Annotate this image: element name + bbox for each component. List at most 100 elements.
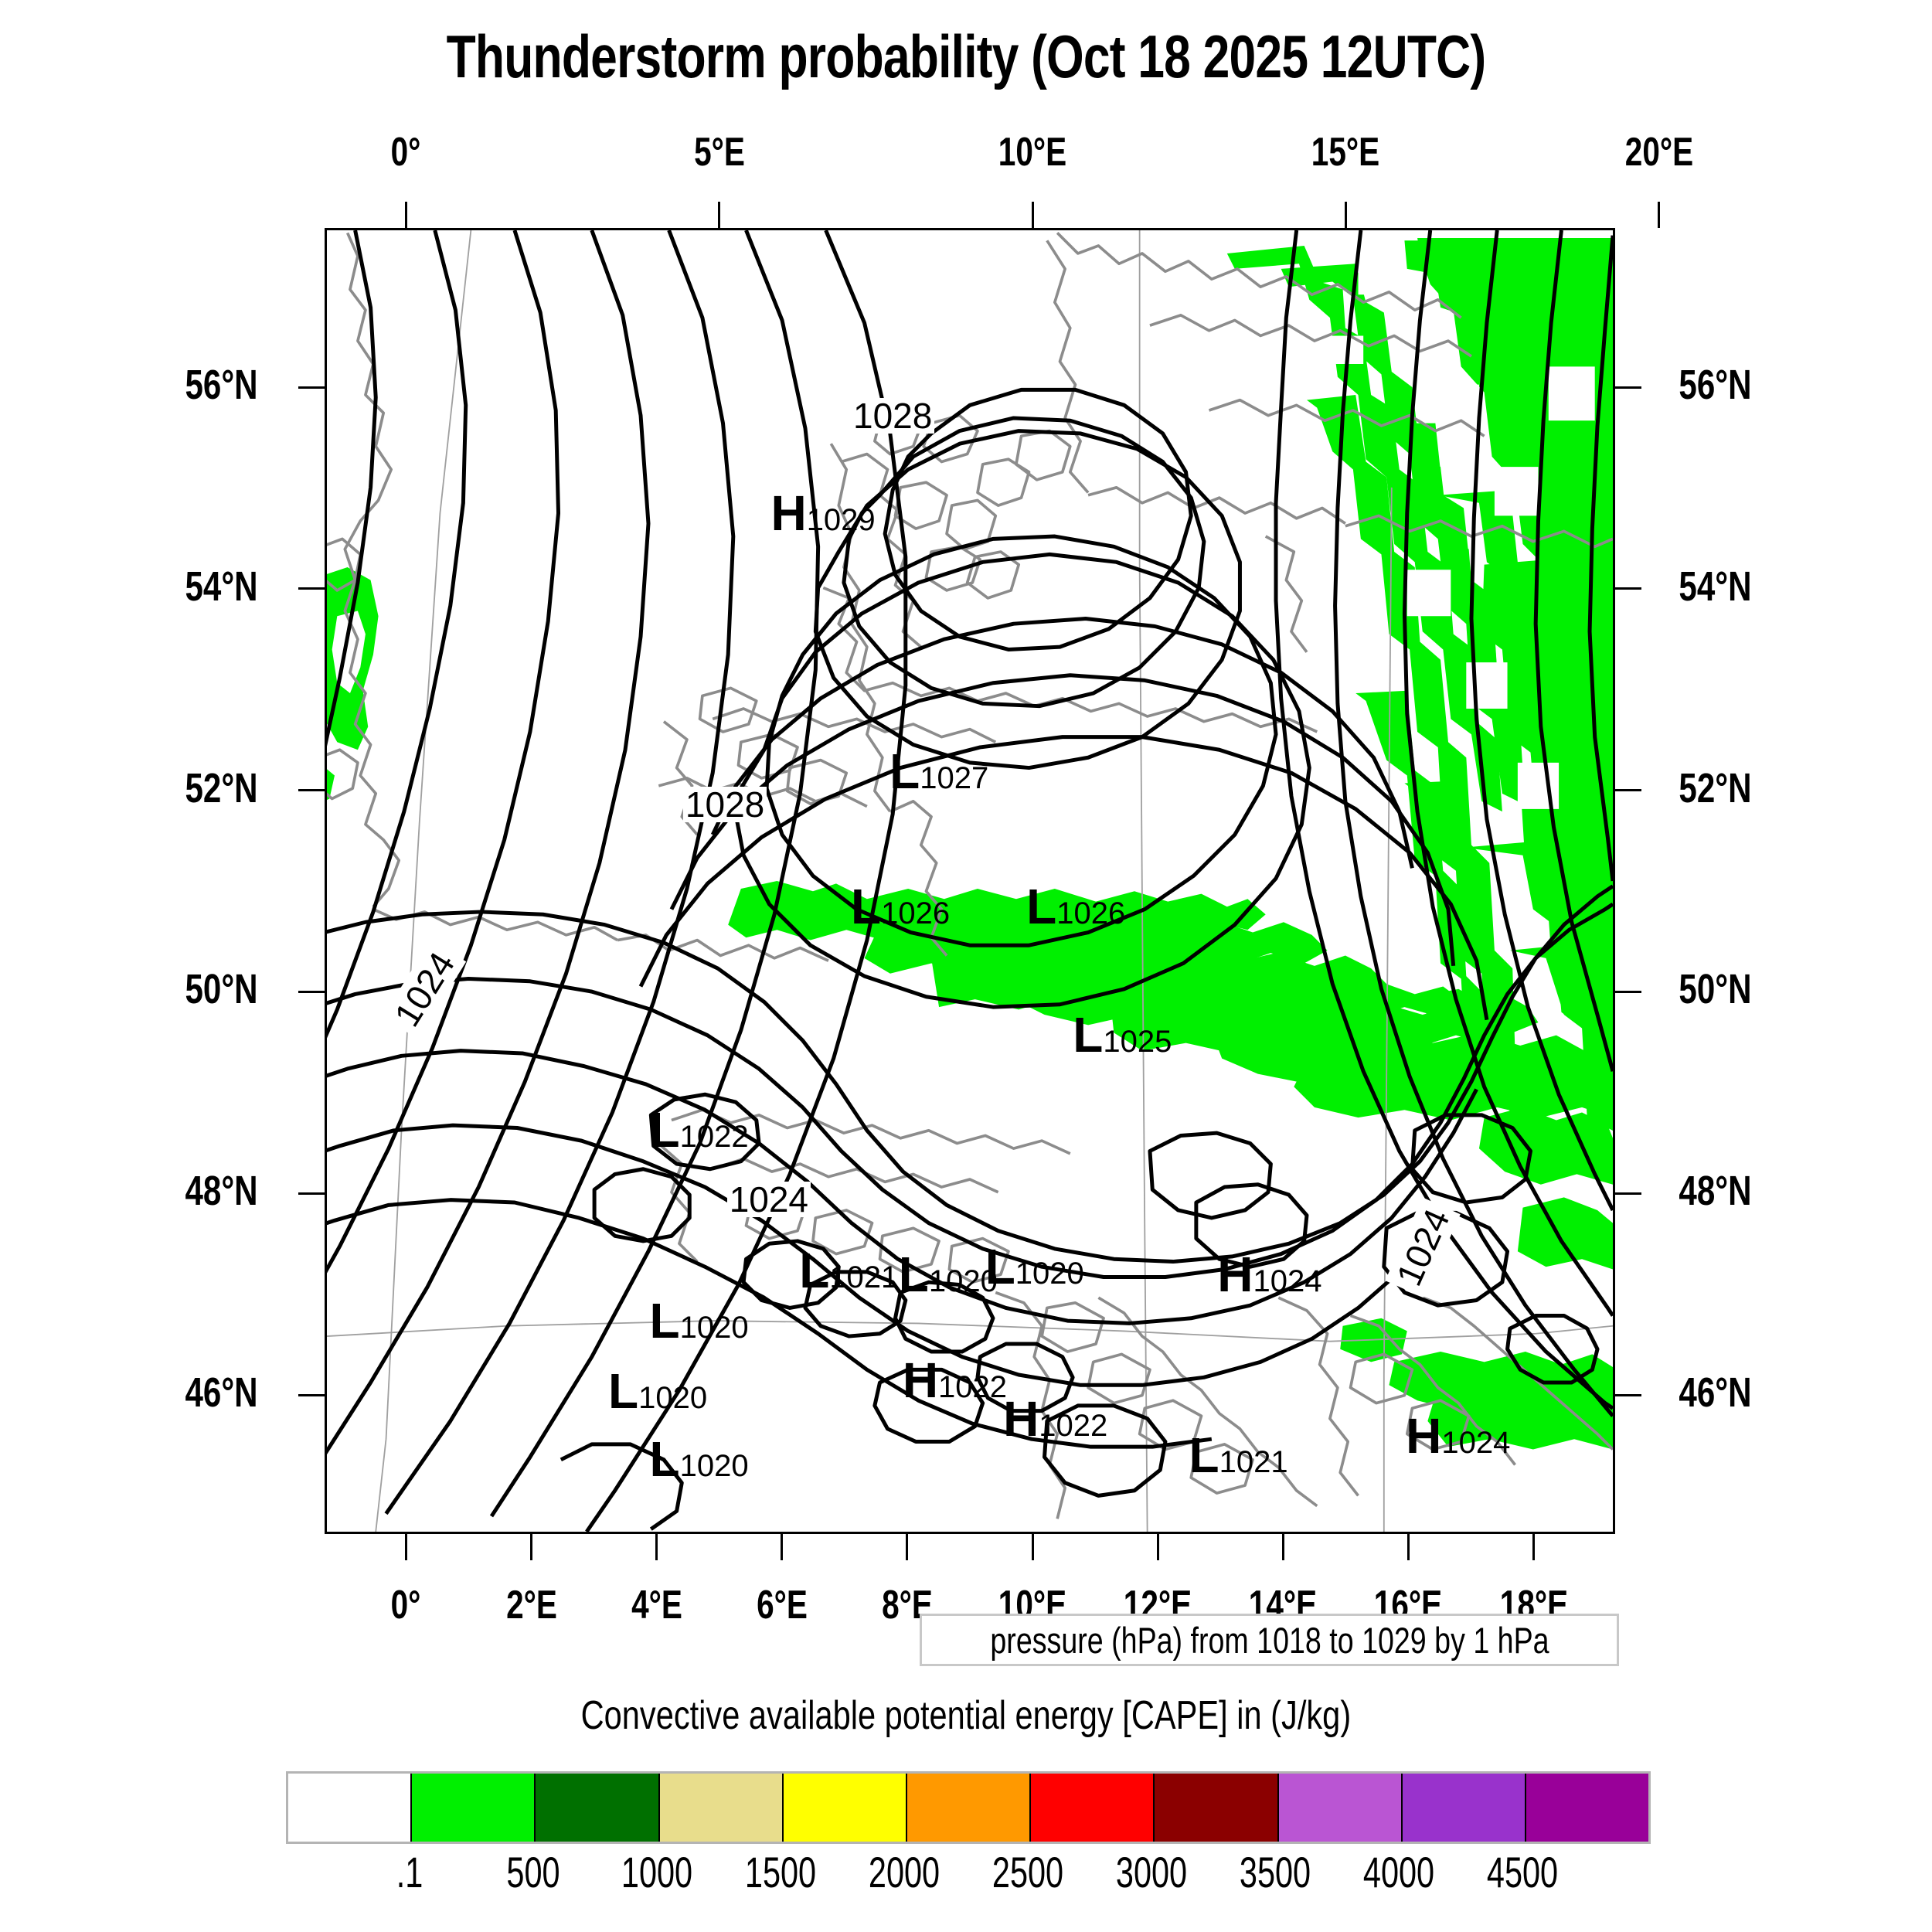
pressure-centre-value: 1025 (1103, 1024, 1172, 1059)
tick-mark-bottom-3 (781, 1534, 784, 1560)
pressure-centre-value: 1022 (938, 1370, 1008, 1405)
pressure-contour-caption: pressure (hPa) from 1018 to 1029 by 1 hP… (920, 1614, 1619, 1666)
axis-label-right-2: 52°N (1679, 764, 1752, 811)
pressure-centre-value: 1020 (1015, 1257, 1084, 1291)
colorbar-band-9 (1400, 1774, 1525, 1842)
colorbar-band-2 (534, 1774, 658, 1842)
axis-label-top-3: 15°E (1311, 130, 1380, 175)
tick-mark-left-0 (298, 386, 325, 389)
axis-label-top-1: 5°E (693, 130, 745, 175)
axis-label-left-4: 48°N (185, 1168, 258, 1215)
pressure-centre-value: 1020 (638, 1380, 708, 1415)
tick-mark-right-0 (1615, 386, 1641, 389)
axis-label-right-4: 48°N (1679, 1168, 1752, 1215)
axis-label-top-2: 10°E (998, 130, 1067, 175)
colorbar-tick-2500: 2500 (992, 1848, 1064, 1896)
pressure-centre-value: 1026 (1056, 896, 1126, 931)
tick-mark-top-1 (718, 202, 721, 228)
low-pressure-centre-1026-4: L1026 (1026, 882, 1125, 931)
colorbar-tick-.1: .1 (396, 1848, 423, 1896)
tick-mark-bottom-5 (1031, 1534, 1034, 1560)
pressure-centre-symbol: H (1217, 1247, 1253, 1303)
axis-label-bottom-2: 4°E (631, 1583, 682, 1628)
tick-mark-left-2 (298, 789, 325, 792)
axis-label-right-1: 54°N (1679, 563, 1752, 610)
colorbar-band-8 (1277, 1774, 1401, 1842)
pressure-centre-symbol: L (985, 1239, 1015, 1295)
low-pressure-centre-1021-14: L1021 (1189, 1430, 1288, 1480)
pressure-centre-symbol: H (770, 485, 807, 541)
pressure-centre-value: 1029 (806, 502, 876, 537)
tick-mark-right-1 (1615, 587, 1641, 590)
tick-mark-bottom-1 (530, 1534, 533, 1560)
tick-mark-top-4 (1658, 202, 1661, 228)
pressure-centre-symbol: H (1003, 1391, 1039, 1447)
tick-mark-right-3 (1615, 990, 1641, 993)
high-pressure-centre-1024-16: H1024 (1406, 1411, 1510, 1461)
colorbar-tick-4500: 4500 (1486, 1848, 1559, 1896)
colorbar-band-10 (1524, 1774, 1649, 1842)
axis-label-left-2: 52°N (185, 764, 258, 811)
axis-label-bottom-0: 0° (390, 1583, 421, 1628)
tick-mark-left-3 (298, 990, 325, 993)
low-pressure-centre-1020-9: L1020 (985, 1242, 1084, 1291)
pressure-centre-symbol: L (1189, 1427, 1219, 1484)
low-pressure-centre-1025-5: L1025 (1073, 1010, 1172, 1060)
tick-mark-bottom-2 (655, 1534, 658, 1560)
low-pressure-centre-1026-3: L1026 (851, 882, 950, 931)
pressure-centre-symbol: H (1406, 1408, 1442, 1464)
pressure-centre-value: 1020 (679, 1311, 749, 1345)
pressure-centre-value: 1021 (1219, 1445, 1288, 1480)
pressure-centre-symbol: H (902, 1352, 939, 1409)
isobar-label-1028-1: 1028 (682, 786, 767, 822)
pressure-centre-value: 1024 (1253, 1264, 1322, 1299)
pressure-caption-text: pressure (hPa) from 1018 to 1029 by 1 hP… (989, 1619, 1549, 1661)
high-pressure-centre-1022-13: H1022 (1003, 1394, 1107, 1444)
axis-label-right-5: 46°N (1679, 1369, 1752, 1417)
colorbar-tick-500: 500 (506, 1848, 560, 1896)
colorbar-title: Convective available potential energy [C… (0, 1692, 1932, 1739)
low-pressure-centre-1020-11: L1020 (608, 1366, 707, 1416)
axis-label-bottom-3: 6°E (756, 1583, 808, 1628)
cape-colorbar (286, 1771, 1651, 1844)
colorbar-band-7 (1153, 1774, 1277, 1842)
tick-mark-bottom-6 (1156, 1534, 1159, 1560)
tick-mark-left-5 (298, 1393, 325, 1396)
colorbar-band-0 (288, 1774, 411, 1842)
pressure-centre-value: 1024 (1441, 1426, 1511, 1460)
pressure-centre-value: 1021 (829, 1260, 899, 1295)
tick-mark-right-2 (1615, 789, 1641, 792)
pressure-centre-value: 1020 (928, 1264, 998, 1299)
colorbar-tick-1500: 1500 (744, 1848, 817, 1896)
axis-label-right-3: 50°N (1679, 966, 1752, 1013)
pressure-centre-value: 1022 (1039, 1409, 1108, 1444)
colorbar-tick-labels: .1 500 1000 1500 2000 2500 3000 3500 4000 4500 (286, 1847, 1649, 1909)
colorbar-band-1 (410, 1774, 535, 1842)
tick-mark-top-0 (404, 202, 407, 228)
pressure-centre-symbol: L (898, 1247, 929, 1303)
colorbar-band-3 (658, 1774, 782, 1842)
tick-mark-bottom-7 (1281, 1534, 1284, 1560)
map-plot-area: 1028102810241024102010241024L1019H1029L1… (325, 228, 1615, 1534)
pressure-centre-value: 1020 (679, 1449, 749, 1484)
pressure-centre-symbol: L (649, 1431, 680, 1488)
isobar-label-1024-3: 1024 (726, 1181, 811, 1217)
isobar-label-1028-0: 1028 (851, 398, 935, 434)
tick-mark-top-2 (1031, 202, 1034, 228)
low-pressure-centre-1020-17: L1020 (650, 1434, 749, 1484)
tick-mark-bottom-9 (1532, 1534, 1536, 1560)
high-pressure-centre-1024-15: H1024 (1217, 1250, 1321, 1299)
axis-label-bottom-1: 2°E (505, 1583, 557, 1628)
colorbar-band-4 (781, 1774, 906, 1842)
low-pressure-centre-1020-10: L1020 (650, 1296, 749, 1345)
axis-label-left-0: 56°N (185, 362, 258, 409)
page-title: Thunderstorm probability (Oct 18 2025 12… (446, 22, 1487, 90)
cape-shading-layer (327, 237, 1613, 1450)
tick-mark-top-3 (1344, 202, 1347, 228)
colorbar-tick-2000: 2000 (868, 1848, 940, 1896)
low-pressure-centre-1021-7: L1021 (799, 1246, 898, 1295)
tick-mark-right-4 (1615, 1192, 1641, 1195)
high-pressure-centre-1029-1: H1029 (770, 488, 875, 538)
pressure-centre-symbol: L (608, 1362, 639, 1419)
